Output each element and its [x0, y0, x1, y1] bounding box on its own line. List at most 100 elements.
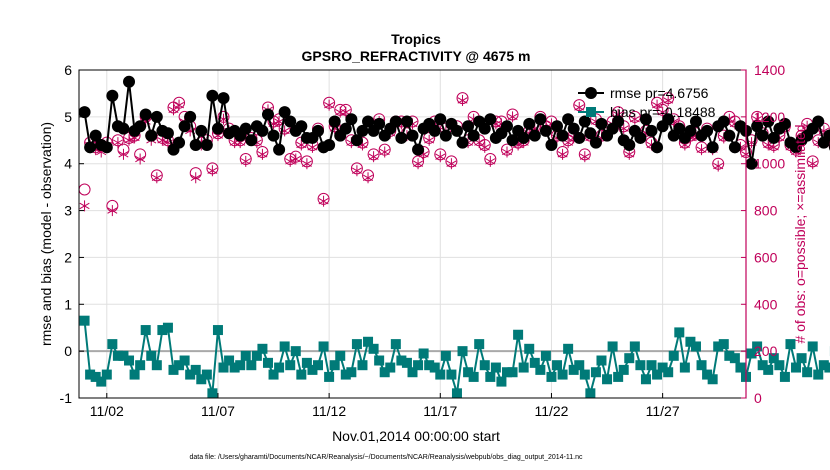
bias-point [818, 360, 829, 371]
bias-point [435, 369, 446, 380]
rmse-point [589, 136, 602, 149]
bias-point [101, 369, 112, 380]
bias-point [251, 350, 262, 361]
x-axis-label: Nov.01,2014 00:00:00 start [332, 428, 500, 444]
rmse-point [762, 115, 775, 128]
rmse-point [400, 115, 413, 128]
rmse-point [178, 120, 191, 133]
rmse-point [612, 115, 625, 128]
rmse-point [812, 115, 825, 128]
rmse-point [745, 157, 758, 170]
bias-point [563, 343, 574, 354]
chart-subtitle: GPSRO_REFRACTIVITY @ 4675 m [302, 48, 531, 64]
rmse-point [89, 129, 102, 142]
rmse-point [184, 110, 197, 123]
rmse-point [545, 138, 558, 151]
rmse-series [78, 75, 830, 170]
legend-rmse-label: rmse pr=4.6756 [610, 85, 709, 101]
rmse-point [723, 129, 736, 142]
rmse-point [350, 134, 363, 147]
assimilated-point [663, 94, 674, 106]
assimilated-point [324, 99, 335, 111]
rmse-point [106, 89, 119, 102]
bias-point [685, 336, 696, 347]
bias-point [290, 346, 301, 357]
rmse-point [189, 138, 202, 151]
rmse-point [100, 141, 113, 154]
bias-point [129, 369, 140, 380]
bias-point [802, 367, 813, 378]
bias-point [607, 341, 618, 352]
bias-point [229, 362, 240, 373]
bias-point [85, 369, 96, 380]
rmse-point [345, 113, 358, 126]
assimilated-point [118, 148, 129, 160]
bias-point [340, 369, 351, 380]
assimilated-point [368, 151, 379, 163]
y-tick-label: 5 [64, 109, 72, 125]
rmse-point [717, 115, 730, 128]
bias-point [557, 369, 568, 380]
y-tick-label: 3 [64, 203, 72, 219]
rmse-point [728, 141, 741, 154]
legend: rmse pr=4.6756 bias pr=-0.18488 [578, 85, 716, 120]
rmse-point [456, 136, 469, 149]
bias-point [313, 360, 324, 371]
bias-point [707, 374, 718, 385]
rmse-point [623, 138, 636, 151]
rmse-point [673, 122, 686, 135]
rmse-point [145, 129, 158, 142]
bias-point [729, 353, 740, 364]
rmse-point [173, 136, 186, 149]
bias-point [118, 350, 129, 361]
rmse-point [634, 131, 647, 144]
y-tick-label: 6 [64, 62, 72, 78]
rmse-point [478, 122, 491, 135]
bias-point [535, 364, 546, 375]
bias-point [724, 350, 735, 361]
assimilated-point [435, 151, 446, 163]
bias-point [496, 376, 507, 387]
bias-point [757, 360, 768, 371]
rmse-point [117, 122, 130, 135]
bias-point [674, 327, 685, 338]
y2-tick-label: 400 [754, 296, 778, 312]
bias-point [218, 362, 229, 373]
bias-point [429, 362, 440, 373]
rmse-point [200, 138, 213, 151]
assimilated-point [174, 99, 185, 111]
rmse-point [562, 113, 575, 126]
assimilated-point [351, 165, 362, 177]
rmse-point [312, 124, 325, 137]
y-tick-label: 1 [64, 296, 72, 312]
bias-point [679, 362, 690, 373]
bias-point [135, 360, 146, 371]
bias-point [457, 346, 468, 357]
rmse-point [645, 124, 658, 137]
bias-point [524, 343, 535, 354]
bias-point [157, 325, 168, 336]
bias-point [652, 369, 663, 380]
rmse-point [701, 124, 714, 137]
rmse-point [556, 129, 569, 142]
x-tick-label: 11/22 [534, 403, 568, 419]
rmse-point [439, 129, 452, 142]
rmse-point [651, 141, 664, 154]
bias-point [240, 350, 251, 361]
rmse-point [323, 138, 336, 151]
assimilated-point [713, 160, 724, 172]
y2-axis-label: # of obs: o=possible; ×=assimilated [792, 124, 808, 343]
bias-point [146, 350, 157, 361]
bias-point [96, 376, 107, 387]
rmse-point [467, 129, 480, 142]
bias-point [618, 364, 629, 375]
rmse-point [595, 117, 608, 130]
bias-point [357, 360, 368, 371]
bias-point [590, 367, 601, 378]
rmse-point [756, 129, 769, 142]
rmse-point [706, 141, 719, 154]
bias-point [602, 374, 613, 385]
rmse-point [462, 120, 475, 133]
rmse-point [356, 124, 369, 137]
assimilated-point [207, 165, 218, 177]
